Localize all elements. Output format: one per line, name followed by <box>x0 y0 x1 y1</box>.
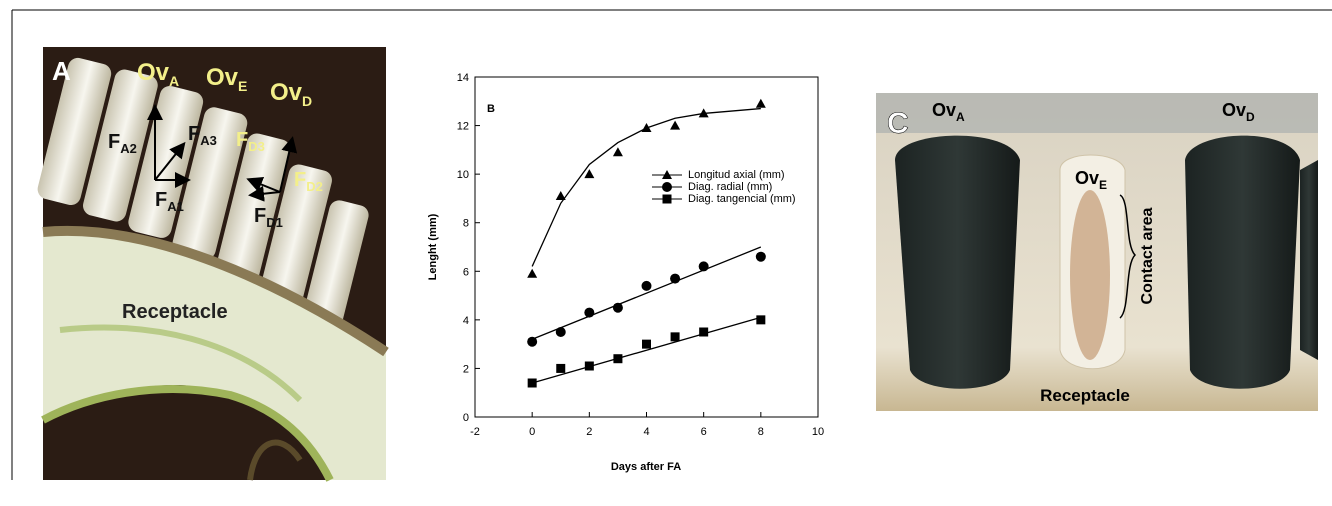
label-main: Ov <box>1222 100 1246 120</box>
x-axis-label: Days after FA <box>611 461 681 473</box>
label-sub: E <box>238 78 247 94</box>
x-tick-label: 6 <box>701 426 707 438</box>
legend-marker <box>662 182 672 192</box>
label-sub: E <box>1099 178 1107 192</box>
force-label: FD2 <box>294 169 323 194</box>
label-main: Ov <box>137 59 170 86</box>
force-label: FD3 <box>236 129 265 154</box>
data-point <box>756 315 766 325</box>
label-sub: D <box>1246 110 1255 124</box>
label-sub: A <box>169 73 179 89</box>
y-tick-label: 4 <box>463 315 469 327</box>
label-main: Ov <box>932 100 956 120</box>
y-tick-label: 8 <box>463 218 469 230</box>
force-label: FA2 <box>108 131 137 156</box>
y-tick-label: 0 <box>463 412 469 424</box>
label-sub: D1 <box>266 215 283 230</box>
y-tick-label: 14 <box>457 72 469 84</box>
force-label: FA1 <box>155 189 184 214</box>
ovary-label: OvA <box>932 100 965 124</box>
y-tick-label: 2 <box>463 363 469 375</box>
data-point <box>642 339 651 349</box>
label-main: F <box>188 123 200 145</box>
data-point <box>584 169 595 179</box>
fit-line <box>531 246 762 340</box>
data-point <box>556 363 566 373</box>
label-sub: A3 <box>200 133 217 148</box>
data-point <box>641 280 652 291</box>
data-point <box>698 261 709 272</box>
label-main: Ov <box>270 79 303 106</box>
label-main: Ov <box>206 64 239 91</box>
data-point <box>698 108 709 118</box>
data-point <box>612 147 623 157</box>
data-point <box>555 191 566 200</box>
legend-marker <box>662 170 672 179</box>
data-point <box>584 361 594 371</box>
fit-line <box>531 316 762 384</box>
label-main: Ov <box>1075 168 1099 188</box>
data-point <box>527 336 538 347</box>
x-tick-label: -2 <box>470 426 480 438</box>
x-tick-label: 8 <box>758 426 764 438</box>
force-label: FA3 <box>188 123 217 148</box>
data-point <box>555 327 566 337</box>
force-arrows <box>147 104 298 202</box>
receptacle-label: Receptacle <box>122 301 228 323</box>
force-label: FD1 <box>254 205 283 230</box>
legend-label: Longitud axial (mm) <box>688 169 785 181</box>
label-main: F <box>254 205 266 227</box>
florets <box>37 57 369 342</box>
label-main: F <box>236 129 248 151</box>
panel-letter: C <box>887 107 909 140</box>
data-point <box>613 354 623 364</box>
chart: B Days after FA Lenght (mm) -2 0 2 4 6 8 10024… <box>427 72 824 473</box>
ovary-label: OvD <box>1222 100 1255 124</box>
data-point <box>527 378 537 388</box>
y-tick-label: 10 <box>457 169 469 181</box>
data-point <box>584 307 595 318</box>
legend-label: Diag. radial (mm) <box>688 181 772 193</box>
data-point <box>755 251 766 262</box>
data-point <box>755 98 766 108</box>
panel-c: C OvA OvD OvE Contact area Receptacle <box>876 93 1318 411</box>
data-point <box>612 302 623 313</box>
label-sub: A2 <box>120 141 137 156</box>
label-sub: A <box>956 110 965 124</box>
ovary-label: OvE <box>1075 168 1107 192</box>
label-main: F <box>294 169 306 191</box>
label-sub: D3 <box>248 139 265 154</box>
legend-label: Diag. tangencial (mm) <box>688 193 796 205</box>
y-axis-label: Lenght (mm) <box>427 213 439 280</box>
x-tick-label: 2 <box>586 426 592 438</box>
label-main: F <box>108 131 120 153</box>
x-tick-label: 0 <box>529 426 535 438</box>
data-point <box>527 268 538 278</box>
ovary-label: OvD <box>270 79 312 109</box>
panel-letter: B <box>487 103 495 115</box>
data-point <box>670 332 680 342</box>
ovary-label: OvE <box>206 64 247 94</box>
y-tick-label: 6 <box>463 266 469 278</box>
data-point <box>699 327 709 337</box>
label-sub: D2 <box>306 179 323 194</box>
panel-a: A OvA OvE OvD FA2 FA3 FA1 FD3 FD2 FD1 Re… <box>37 47 389 482</box>
fit-line <box>531 107 761 267</box>
data-point <box>670 273 681 284</box>
legend-marker <box>662 194 672 204</box>
receptacle-label: Receptacle <box>1040 386 1130 405</box>
data-point <box>670 120 681 130</box>
label-main: F <box>155 189 167 211</box>
y-tick-label: 12 <box>457 121 469 133</box>
label-sub: A1 <box>167 199 184 214</box>
x-tick-label: 10 <box>812 426 824 438</box>
contact-area-label: Contact area <box>1139 207 1156 304</box>
ovary-label: OvA <box>137 59 179 89</box>
panel-letter: A <box>52 56 71 86</box>
x-tick-label: 4 <box>643 426 649 438</box>
label-sub: D <box>302 93 312 109</box>
data-point <box>641 123 652 132</box>
